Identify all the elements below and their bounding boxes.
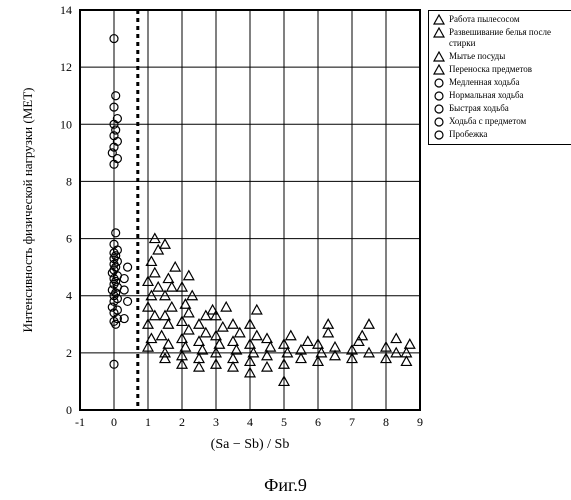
svg-text:8: 8: [383, 415, 389, 429]
legend-label: Ходьба с предметом: [449, 116, 526, 127]
legend-item: Быстрая ходьба: [433, 103, 569, 115]
legend-item: Переноска предметов: [433, 64, 569, 76]
circle-icon: [433, 90, 445, 102]
svg-text:9: 9: [417, 415, 423, 429]
svg-text:14: 14: [60, 3, 72, 17]
svg-text:0: 0: [111, 415, 117, 429]
svg-text:1: 1: [145, 415, 151, 429]
svg-text:4: 4: [247, 415, 253, 429]
legend-label: Переноска предметов: [449, 64, 532, 75]
svg-text:6: 6: [315, 415, 321, 429]
svg-text:Интенсивность физической нагру: Интенсивность физической нагрузки (MET): [20, 88, 35, 333]
circle-icon: [433, 116, 445, 128]
legend-item: Пробежка: [433, 129, 569, 141]
triangle-icon: [433, 51, 445, 63]
svg-text:(Sa − Sb) / Sb: (Sa − Sb) / Sb: [211, 437, 290, 452]
circle-icon: [433, 103, 445, 115]
legend-label: Развешивание белья после стирки: [449, 27, 569, 50]
legend-item: Нормальная ходьба: [433, 90, 569, 102]
chart-svg: -1012345678902468101214(Sa − Sb) / SbИнт…: [0, 0, 440, 470]
legend-box: Работа пылесосом Развешивание белья после…: [428, 10, 571, 145]
circle-icon: [433, 77, 445, 89]
legend-label: Мытье посуды: [449, 51, 505, 62]
legend-label: Работа пылесосом: [449, 14, 520, 25]
svg-text:8: 8: [66, 174, 72, 188]
svg-text:7: 7: [349, 415, 355, 429]
svg-text:12: 12: [60, 60, 72, 74]
triangle-icon: [433, 27, 445, 39]
svg-text:10: 10: [60, 117, 72, 131]
triangle-icon: [433, 64, 445, 76]
legend-item: Развешивание белья после стирки: [433, 27, 569, 50]
figure-caption: Фиг.9: [0, 475, 571, 496]
legend-label: Медленная ходьба: [449, 77, 520, 88]
svg-text:-1: -1: [75, 415, 85, 429]
legend-label: Быстрая ходьба: [449, 103, 509, 114]
svg-text:0: 0: [66, 403, 72, 417]
legend-label: Пробежка: [449, 129, 487, 140]
svg-text:5: 5: [281, 415, 287, 429]
svg-text:3: 3: [213, 415, 219, 429]
svg-text:6: 6: [66, 232, 72, 246]
legend-item: Медленная ходьба: [433, 77, 569, 89]
legend-label: Нормальная ходьба: [449, 90, 524, 101]
legend-item: Мытье посуды: [433, 51, 569, 63]
svg-text:4: 4: [66, 289, 72, 303]
legend-item: Работа пылесосом: [433, 14, 569, 26]
triangle-icon: [433, 14, 445, 26]
svg-text:2: 2: [66, 346, 72, 360]
legend-item: Ходьба с предметом: [433, 116, 569, 128]
scatter-chart: -1012345678902468101214(Sa − Sb) / SbИнт…: [0, 0, 440, 475]
circle-icon: [433, 129, 445, 141]
svg-text:2: 2: [179, 415, 185, 429]
